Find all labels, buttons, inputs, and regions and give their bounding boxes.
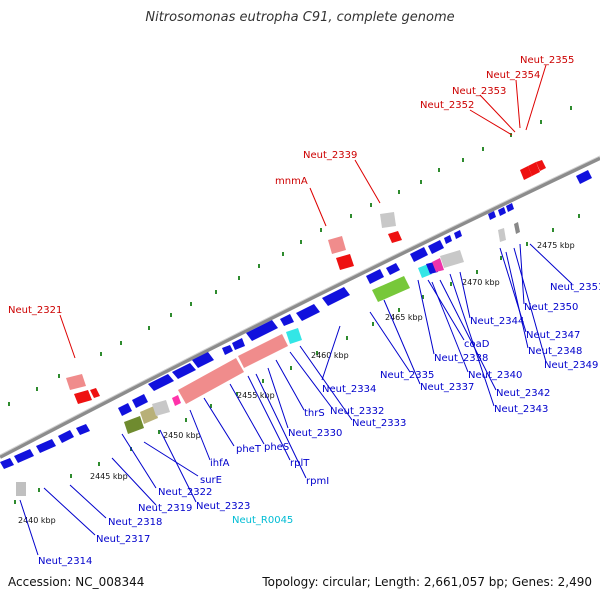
label-neut-2340: Neut_2340 xyxy=(468,370,522,381)
label-neut-2317: Neut_2317 xyxy=(96,534,150,545)
label-neut-r0045: Neut_R0045 xyxy=(232,515,293,526)
label-coad: coaD xyxy=(464,339,490,350)
label-phet: pheT xyxy=(236,444,262,455)
label-neut-2314: Neut_2314 xyxy=(38,556,92,567)
scale-label-2455: 2455 kbp xyxy=(237,391,275,400)
label-neut-2319: Neut_2319 xyxy=(138,503,192,514)
scale-label-2445: 2445 kbp xyxy=(90,472,128,481)
genome-backbone-highlight xyxy=(0,155,600,456)
scale-label-2440: 2440 kbp xyxy=(18,516,56,525)
label-neut-2354: Neut_2354 xyxy=(486,70,540,81)
highlighted-genes xyxy=(74,160,546,404)
topology-text: Topology: circular; Length: 2,661,057 bp… xyxy=(262,575,592,589)
label-neut-2348: Neut_2348 xyxy=(528,346,582,357)
genome-title: Nitrosomonas eutropha C91, complete geno… xyxy=(145,10,455,25)
label-phes: pheS xyxy=(264,442,289,453)
label-neut-2323: Neut_2323 xyxy=(196,501,250,512)
other-features xyxy=(16,212,520,496)
label-neut-2339: Neut_2339 xyxy=(303,150,357,161)
label-neut-2330: Neut_2330 xyxy=(288,428,342,439)
label-neut-2351: Neut_2351 xyxy=(550,282,600,293)
label-neut-2332: Neut_2332 xyxy=(330,406,384,417)
label-neut-2347: Neut_2347 xyxy=(526,330,580,341)
scale-label-2465: 2465 kbp xyxy=(385,313,423,322)
label-rplt: rplT xyxy=(290,458,310,469)
genome-backbone xyxy=(0,156,600,459)
label-ihfa: ihfA xyxy=(210,458,230,469)
scale-label-2450: 2450 kbp xyxy=(163,431,201,440)
label-mnma: mnmA xyxy=(275,176,308,187)
label-neut-2337: Neut_2337 xyxy=(420,382,474,393)
label-neut-2349: Neut_2349 xyxy=(544,360,598,371)
label-neut-2344: Neut_2344 xyxy=(470,316,524,327)
label-neut-2355: Neut_2355 xyxy=(520,55,574,66)
label-sure: surE xyxy=(200,475,222,486)
leader-lines-top xyxy=(59,64,547,359)
label-neut-2353: Neut_2353 xyxy=(452,86,506,97)
label-thrs: thrS xyxy=(304,408,325,419)
label-neut-2333: Neut_2333 xyxy=(352,418,406,429)
accession-text: Accession: NC_008344 xyxy=(8,575,145,589)
label-neut-2352: Neut_2352 xyxy=(420,100,474,111)
label-neut-2350: Neut_2350 xyxy=(524,302,578,313)
label-neut-2338: Neut_2338 xyxy=(434,353,488,364)
label-neut-2343: Neut_2343 xyxy=(494,404,548,415)
scale-label-2470: 2470 kbp xyxy=(462,278,500,287)
forward-genes xyxy=(0,170,592,469)
scale-label-2475: 2475 kbp xyxy=(537,241,575,250)
label-rpmi: rpmI xyxy=(306,476,329,487)
label-neut-2342: Neut_2342 xyxy=(496,388,550,399)
leader-lines-bottom xyxy=(19,243,573,556)
label-neut-2318: Neut_2318 xyxy=(108,517,162,528)
label-neut-2322: Neut_2322 xyxy=(158,487,212,498)
label-neut-2321: Neut_2321 xyxy=(8,305,62,316)
gc-marker-track-outer xyxy=(8,106,572,406)
label-neut-2335: Neut_2335 xyxy=(380,370,434,381)
label-neut-2334: Neut_2334 xyxy=(322,384,376,395)
pseudogene-blocks xyxy=(66,236,346,404)
